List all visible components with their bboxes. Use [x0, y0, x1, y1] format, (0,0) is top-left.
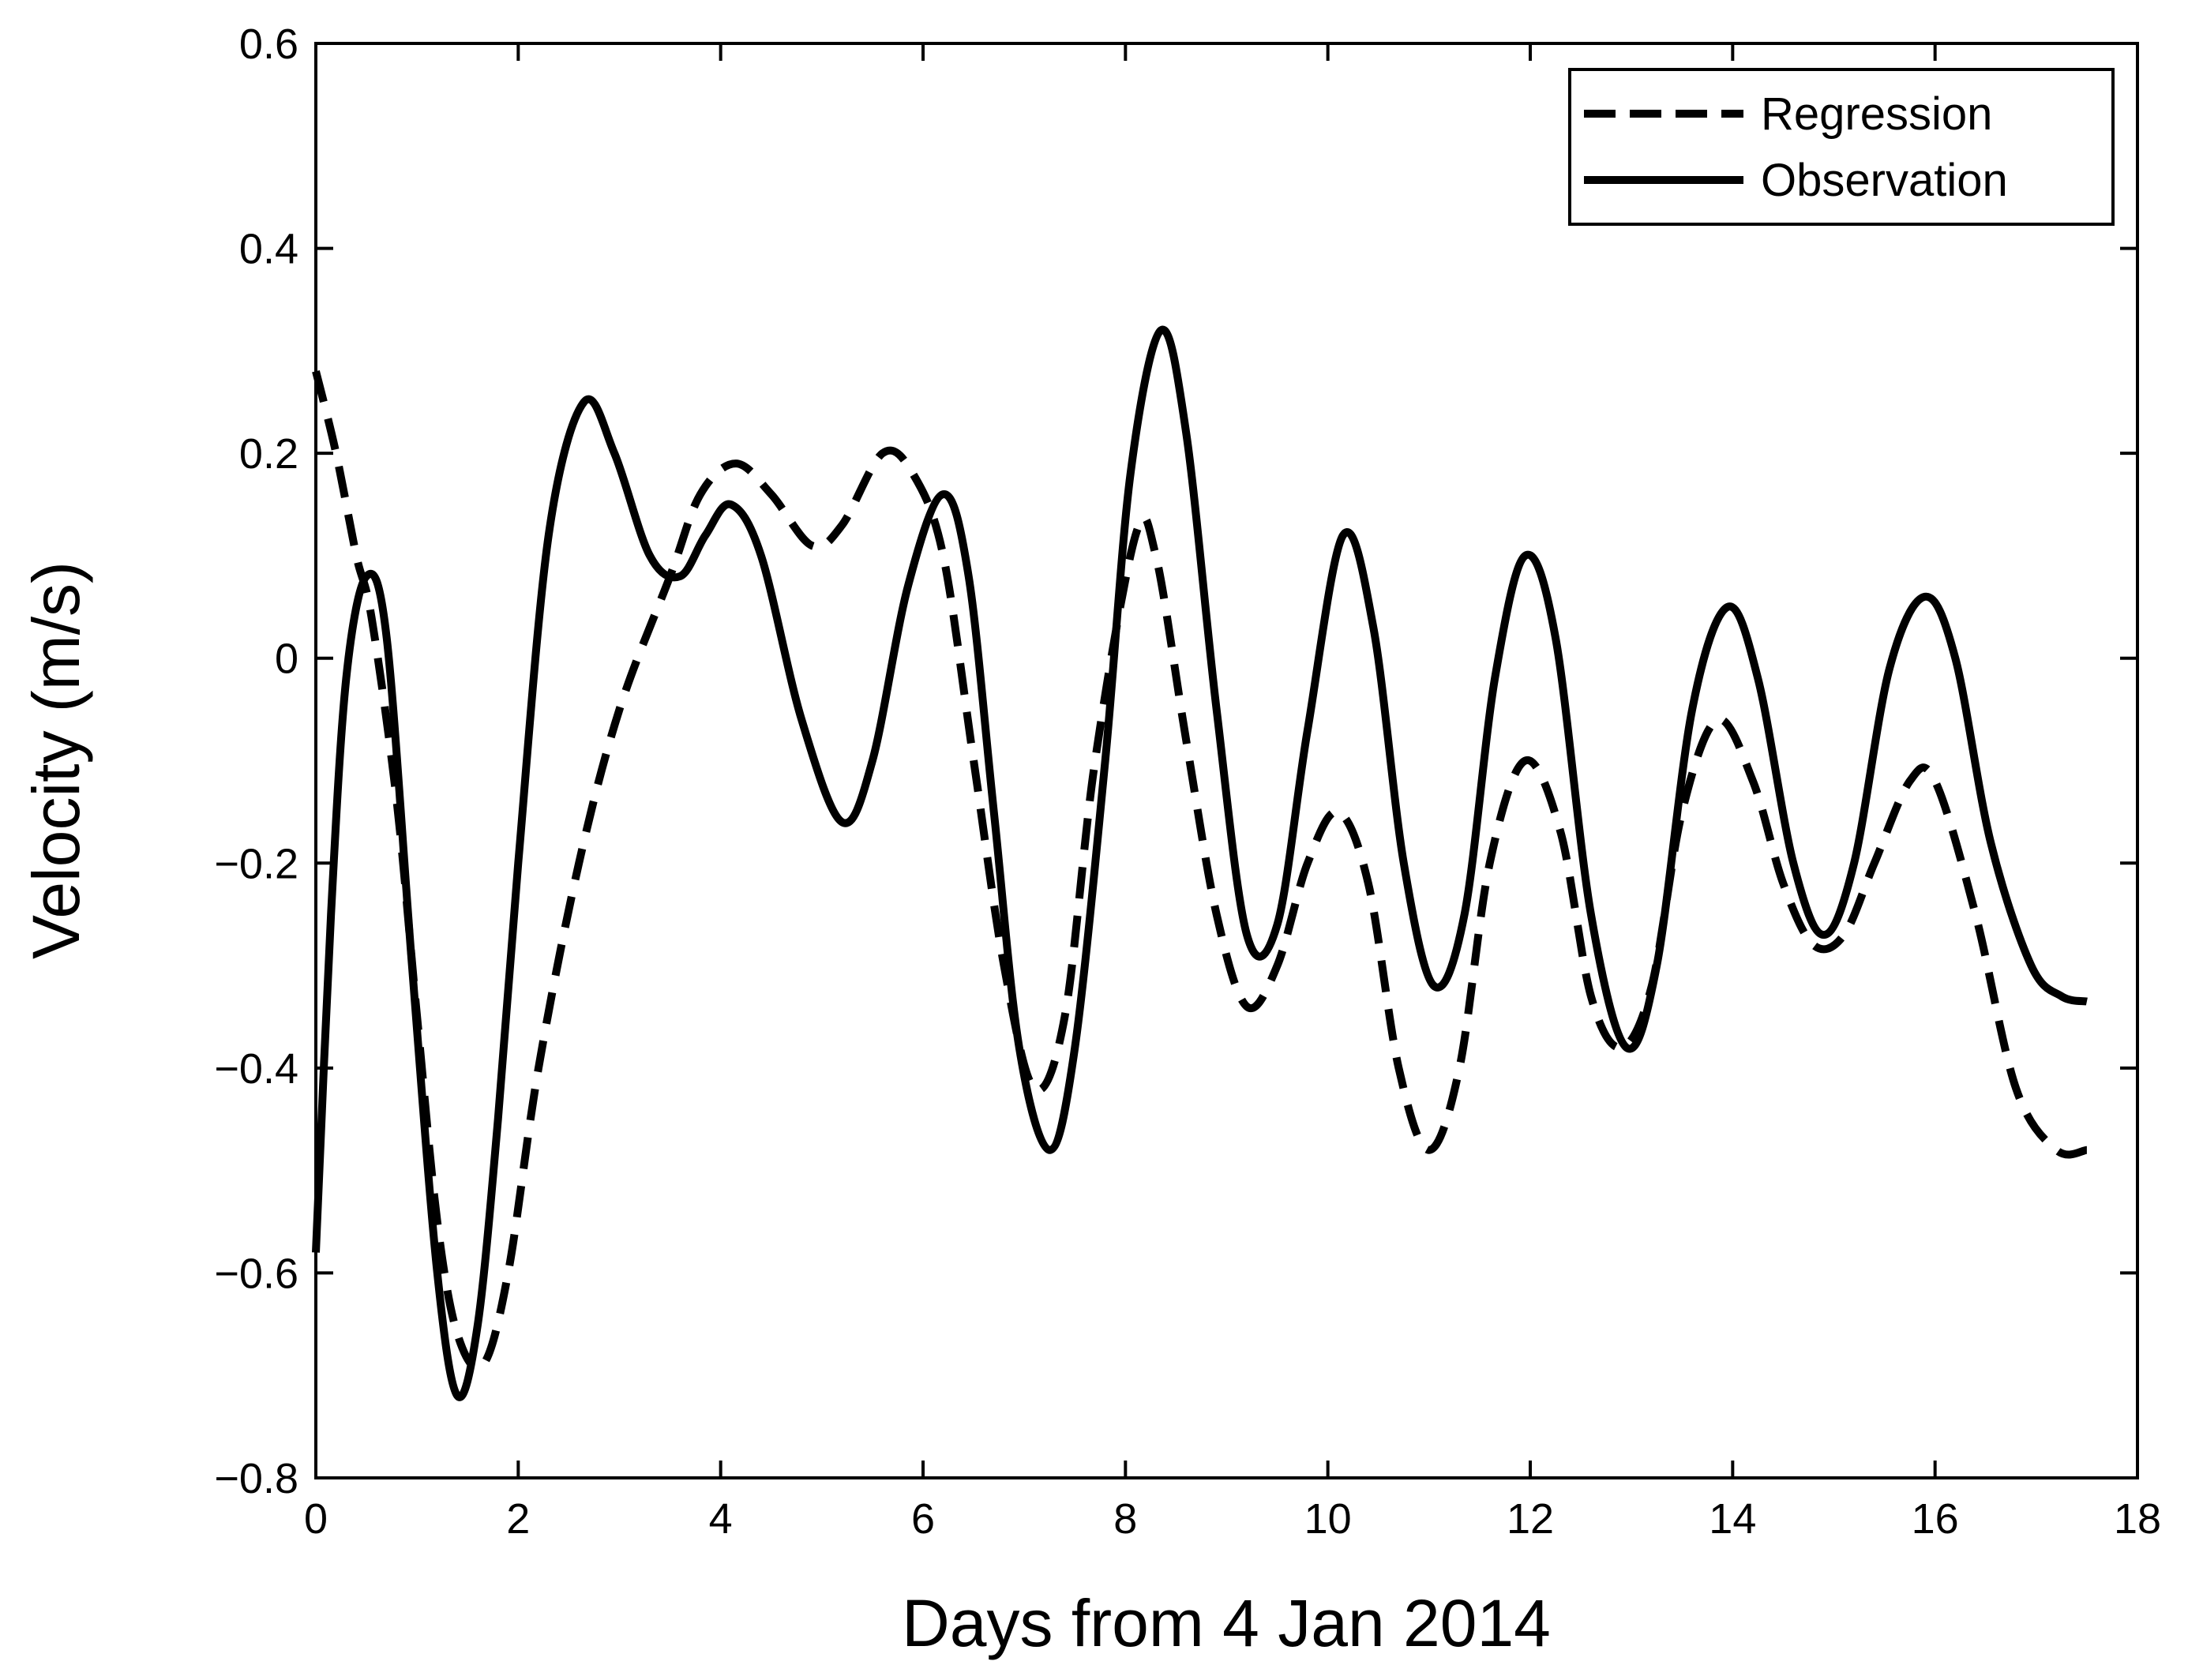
legend-box	[1568, 68, 2115, 226]
x-tick-label: 0	[304, 1495, 328, 1543]
y-tick-label: −0.8	[214, 1455, 298, 1502]
legend-label-regression: Regression	[1761, 88, 1992, 140]
x-tick-label: 10	[1304, 1495, 1352, 1543]
x-tick-label: 14	[1709, 1495, 1756, 1543]
x-tick-label: 6	[911, 1495, 935, 1543]
y-tick-label: −0.2	[214, 840, 298, 887]
y-tick-label: −0.4	[214, 1045, 298, 1093]
x-tick-label: 18	[2114, 1495, 2161, 1543]
y-tick-label: 0.2	[239, 430, 298, 478]
y-axis-title: Velocity (m/s)	[19, 561, 93, 959]
y-axis-ticks: 0.6 0.4 0.2 0 −0.2 −0.4 −0.6 −0.8	[214, 21, 2137, 1502]
x-axis-ticks: 0 2 4 6 8 10 12 14 16 18	[304, 43, 2161, 1543]
plot-area	[314, 42, 2139, 1479]
series-layer	[312, 325, 2088, 1401]
x-axis-title: Days from 4 Jan 2014	[902, 1586, 1551, 1660]
y-tick-label: 0.6	[239, 21, 298, 68]
x-tick-label: 16	[1912, 1495, 1959, 1543]
y-tick-label: 0.4	[239, 226, 298, 273]
series-line-observation	[312, 325, 2088, 1401]
x-tick-label: 12	[1507, 1495, 1554, 1543]
y-tick-label: −0.6	[214, 1250, 298, 1297]
x-tick-label: 2	[506, 1495, 530, 1543]
x-tick-label: 8	[1113, 1495, 1137, 1543]
x-tick-label: 4	[709, 1495, 733, 1543]
series-line-regression	[312, 370, 2088, 1372]
y-tick-label: 0	[275, 636, 298, 683]
legend: Regression Observation	[1568, 68, 2115, 226]
legend-label-observation: Observation	[1761, 155, 2008, 206]
